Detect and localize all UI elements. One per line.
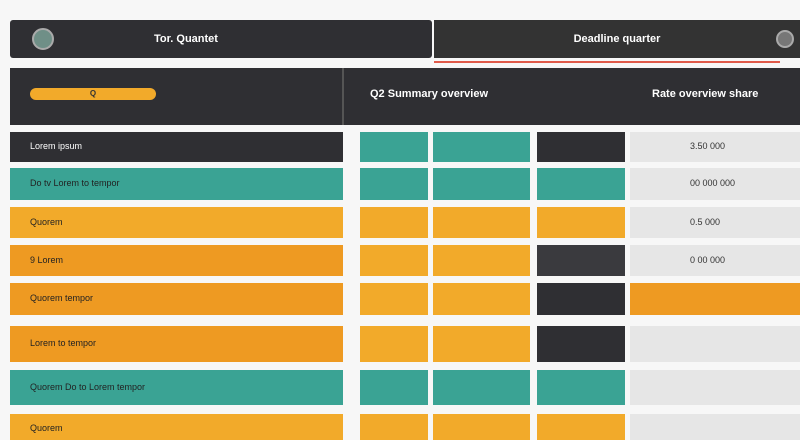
row-value: 0 00 000 (690, 254, 726, 265)
row-label: Quorem Do to Lorem tempor (30, 381, 146, 392)
row (10, 168, 343, 200)
row-label: Quorem (30, 216, 63, 227)
row (10, 283, 343, 315)
row-label: Lorem to tempor (30, 338, 97, 348)
cell (360, 326, 428, 362)
row (10, 370, 343, 405)
cell (630, 370, 800, 405)
cell (537, 168, 625, 200)
cell (537, 414, 625, 440)
cell (630, 245, 800, 276)
icon (776, 30, 794, 48)
cell (537, 326, 625, 362)
middle-title: Q2 Summary overview (370, 88, 489, 100)
row-label: Do tv Lorem to tempor (30, 178, 120, 188)
cell (630, 414, 800, 440)
cell (433, 283, 530, 315)
panel-header: Q Q2 Summary overview Rate overview shar… (10, 68, 800, 125)
cell (630, 283, 800, 315)
row-label: 9 Lorem (30, 254, 64, 265)
cell (360, 283, 428, 315)
cell (360, 370, 428, 405)
cell (360, 132, 428, 162)
row-value: 3.50 000 (690, 141, 726, 151)
cell (360, 207, 428, 238)
cell (433, 168, 530, 200)
pill[interactable]: Q (30, 88, 156, 100)
cell (537, 283, 625, 315)
cell (433, 132, 530, 162)
cell (360, 414, 428, 440)
row (10, 207, 343, 238)
cell (433, 370, 530, 405)
row-label: Lorem ipsum (30, 141, 83, 151)
row-value: 00 000 000 (690, 178, 736, 188)
row-label: Quorem (30, 423, 63, 433)
cell (433, 207, 530, 238)
cell (630, 207, 800, 238)
cell (630, 168, 800, 200)
cell (433, 414, 530, 440)
row (10, 414, 343, 440)
row (10, 326, 343, 362)
top-bar-left: Tor. Quantet (10, 20, 432, 58)
cell (433, 326, 530, 362)
cell (433, 245, 530, 276)
icon (32, 28, 54, 50)
row (10, 132, 343, 162)
cell (537, 245, 625, 276)
row (10, 245, 343, 276)
right-title: Rate overview share (652, 88, 759, 100)
row-value: 0.5 000 (690, 216, 721, 227)
title: Tor. Quantet (154, 33, 218, 45)
divider (434, 61, 780, 63)
separator (342, 68, 344, 125)
row-label: Quorem tempor (30, 293, 94, 303)
cell (360, 168, 428, 200)
cell (537, 132, 625, 162)
cell (630, 132, 800, 162)
cell (630, 326, 800, 362)
cell (360, 245, 428, 276)
top-bar-right: Deadline quarter (434, 20, 800, 58)
cell (537, 207, 625, 238)
cell (537, 370, 625, 405)
title: Deadline quarter (573, 33, 661, 45)
